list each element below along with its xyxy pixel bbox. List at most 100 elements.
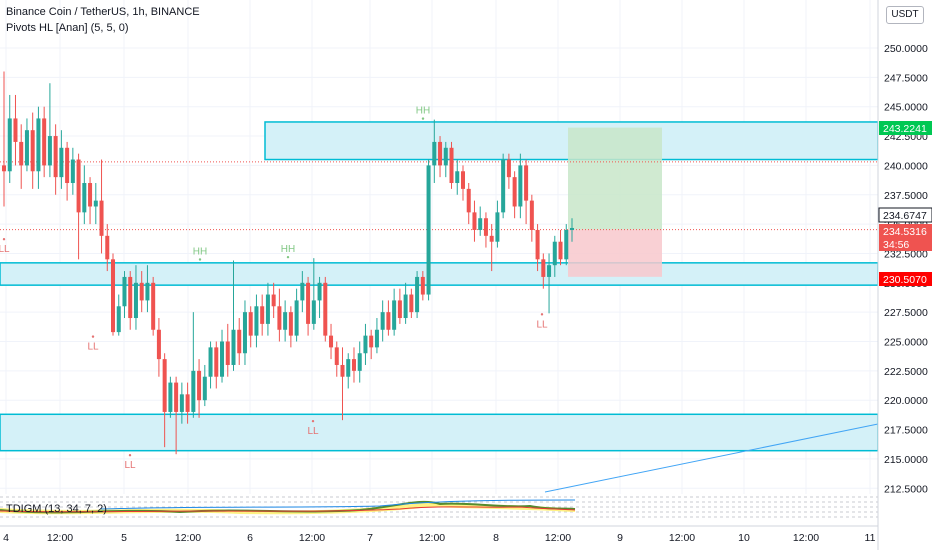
candle-body <box>541 259 546 277</box>
candle <box>82 165 87 225</box>
pivot-dot <box>2 237 6 241</box>
candle-body <box>351 359 356 371</box>
candle <box>174 376 179 455</box>
candle-body <box>426 165 431 295</box>
trend-line-segment[interactable] <box>544 423 879 493</box>
trend-line[interactable] <box>544 423 879 493</box>
candle-body <box>179 394 184 412</box>
candle-body <box>443 147 448 166</box>
x-tick-label: 7 <box>367 532 373 544</box>
candle <box>374 318 379 354</box>
candle <box>70 147 75 195</box>
candle-body <box>47 136 52 166</box>
y-tick-label: 215.0000 <box>884 454 928 466</box>
candle-body <box>529 200 534 230</box>
candle-body <box>13 118 18 142</box>
candle <box>535 224 540 272</box>
candle <box>466 183 471 225</box>
candle <box>392 288 397 336</box>
candle-body <box>357 353 362 371</box>
candle <box>380 300 385 342</box>
candle-body <box>386 312 391 330</box>
candle <box>512 171 517 219</box>
candle-body <box>306 282 311 324</box>
candle-body <box>208 347 213 377</box>
candle <box>524 159 529 225</box>
candle-body <box>36 118 41 172</box>
candle-body <box>145 282 150 301</box>
currency-button[interactable]: USDT <box>886 6 924 24</box>
x-tick-label: 12:00 <box>299 532 325 544</box>
candle-body <box>460 171 465 189</box>
pivot-label: LL <box>0 244 10 255</box>
candle <box>99 159 104 254</box>
candle-body <box>415 276 420 313</box>
y-tick-label: 250.0000 <box>884 43 928 55</box>
price-label-box <box>879 237 932 251</box>
candle-body <box>162 359 167 412</box>
y-tick-label: 227.5000 <box>884 307 928 319</box>
candle <box>254 294 259 348</box>
candle <box>53 124 58 195</box>
x-tick-label: 11 <box>865 532 876 544</box>
candle-body <box>82 183 87 213</box>
candle <box>185 382 190 424</box>
target-zone[interactable] <box>568 127 662 230</box>
x-tick-label: 12:00 <box>175 532 201 544</box>
time-axis[interactable]: 4 12:00 5 12:00 6 12:00 7 12:00 8 12:00 9 12:00 10 12… <box>0 525 878 544</box>
candle-body <box>111 259 116 333</box>
candle <box>489 224 494 272</box>
pivot-dot <box>311 419 315 423</box>
candle <box>30 112 35 189</box>
zone-box[interactable] <box>0 413 879 452</box>
candle-body <box>547 265 552 277</box>
candle-body <box>254 306 259 336</box>
pivot-dot <box>540 313 544 316</box>
price-label-box <box>879 121 932 135</box>
candle-body <box>1 165 7 172</box>
candle <box>220 329 225 383</box>
candle <box>271 282 276 319</box>
pivot-dot <box>198 258 202 261</box>
candle-body <box>133 282 138 319</box>
candles <box>1 71 575 455</box>
candle <box>162 353 167 448</box>
candle <box>248 306 253 348</box>
candle <box>306 276 311 336</box>
candle-body <box>397 300 402 319</box>
long-position-tool[interactable] <box>568 127 662 277</box>
symbol-title: Binance Coin / TetherUS, 1h, BINANCE <box>6 6 200 18</box>
candle-body <box>24 130 29 166</box>
candle-body <box>501 159 506 213</box>
stop-zone[interactable] <box>568 229 662 277</box>
pivot-dot <box>286 255 290 259</box>
y-tick-label: 232.5000 <box>884 248 928 260</box>
y-tick-label: 217.5000 <box>884 425 928 437</box>
candle <box>139 271 144 313</box>
candle-body <box>19 141 24 166</box>
candle <box>294 288 299 342</box>
candle <box>506 153 511 189</box>
candle <box>116 294 121 336</box>
candle <box>426 159 431 301</box>
candle <box>225 323 230 377</box>
candle <box>558 229 563 266</box>
candle-body <box>288 312 293 336</box>
x-tick-label: 12:00 <box>793 532 819 544</box>
candle <box>363 323 368 365</box>
candle-body <box>202 376 207 401</box>
candle <box>323 276 328 342</box>
candle <box>483 212 488 248</box>
price-label-box <box>879 224 932 238</box>
candle <box>329 323 334 360</box>
candle-body <box>449 147 454 184</box>
candle <box>552 235 557 277</box>
candle-body <box>409 294 414 313</box>
candle <box>420 271 425 301</box>
candle <box>24 118 29 172</box>
x-tick-label: 6 <box>247 532 253 544</box>
candle <box>133 265 138 330</box>
candle-body <box>65 147 70 184</box>
